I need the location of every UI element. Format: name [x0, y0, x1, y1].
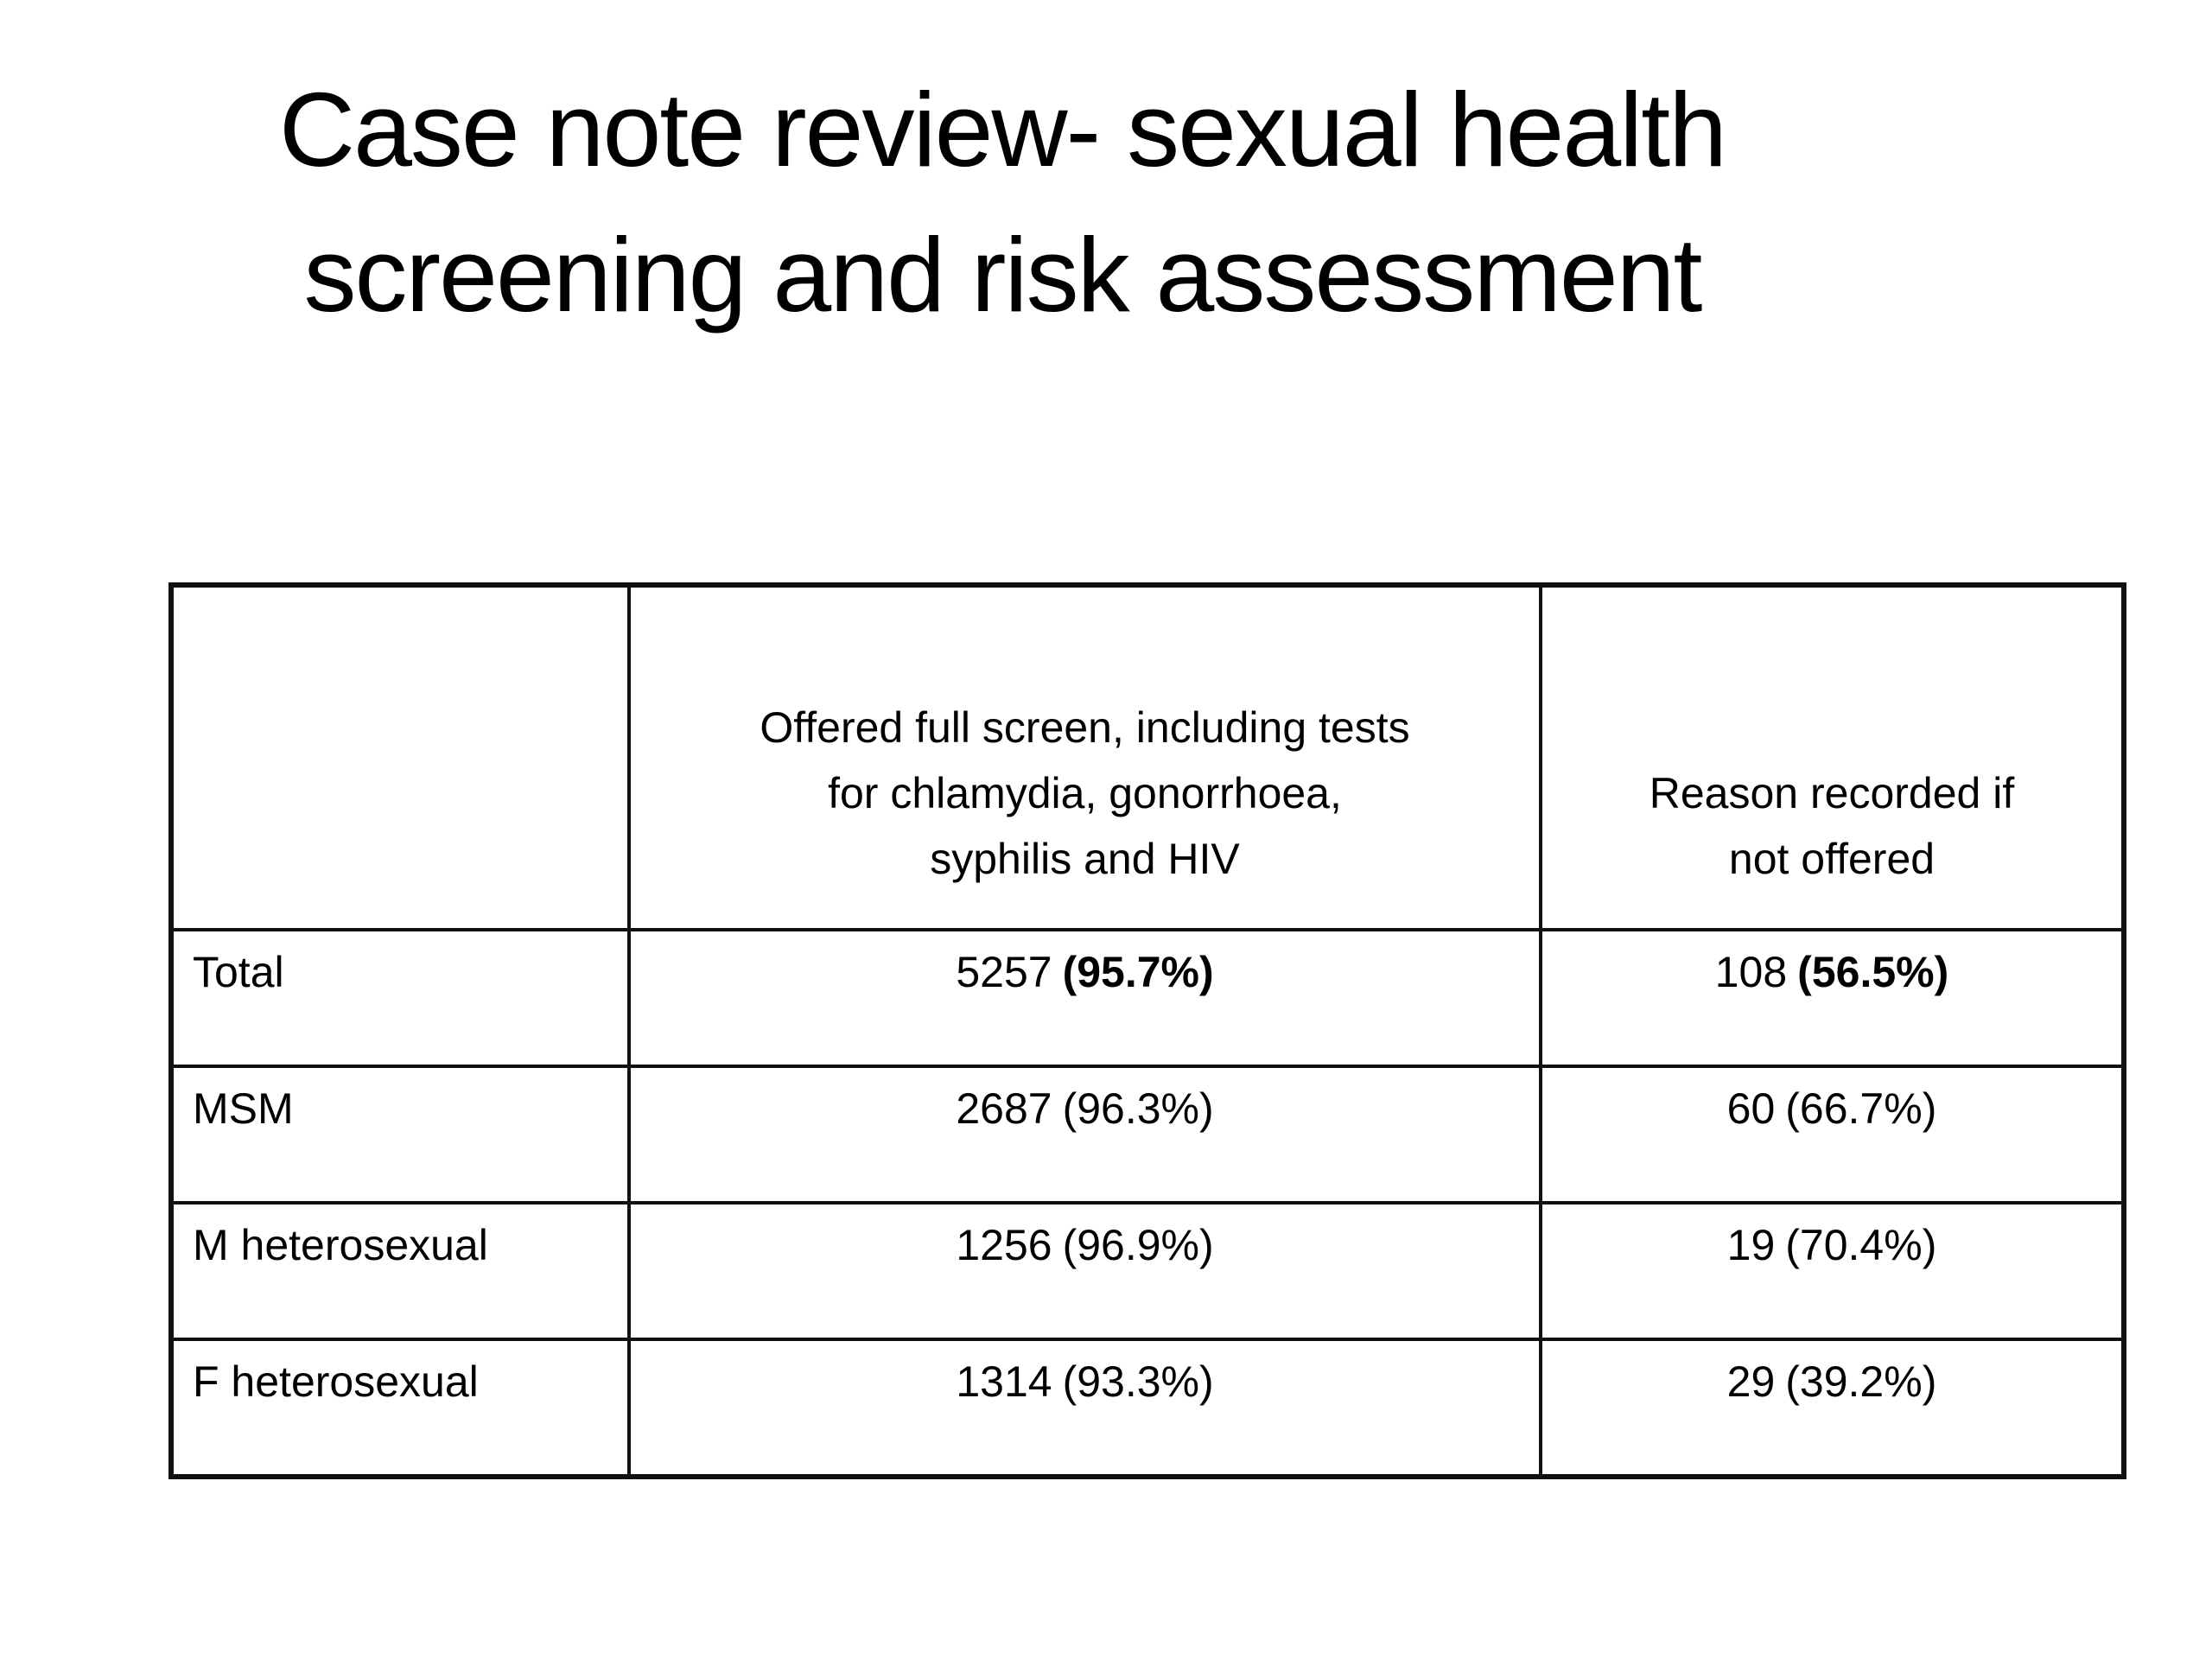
- reason-percentage: (39.2%): [1785, 1357, 1937, 1406]
- screening-table: Offered full screen, including tests for…: [168, 582, 2126, 1479]
- header-offered-line-2: for chlamydia, gonorrhoea,: [828, 769, 1342, 817]
- reason-percentage: (66.7%): [1785, 1084, 1937, 1133]
- offered-value-cell: 1256 (96.9%): [627, 1201, 1542, 1341]
- offered-value-cell: 2687 (96.3%): [627, 1065, 1542, 1205]
- table-row-f-heterosexual: F heterosexual 1314 (93.3%) 29 (39.2%): [169, 1338, 2126, 1478]
- offered-count: 5257: [956, 948, 1052, 996]
- table-header-row: Offered full screen, including tests for…: [169, 583, 2126, 931]
- reason-percentage: (56.5%): [1797, 948, 1949, 996]
- header-cell-empty: [169, 583, 631, 931]
- offered-count: 1314: [956, 1357, 1052, 1406]
- offered-percentage: (96.3%): [1062, 1084, 1214, 1133]
- offered-percentage: (93.3%): [1062, 1357, 1214, 1406]
- offered-percentage: (95.7%): [1062, 948, 1214, 996]
- reason-value-cell: 108 (56.5%): [1539, 928, 2126, 1068]
- reason-count: 29: [1726, 1357, 1776, 1406]
- header-reason-line-1: Reason recorded if: [1649, 769, 2015, 817]
- offered-percentage: (96.9%): [1062, 1221, 1214, 1269]
- reason-count: 60: [1726, 1084, 1776, 1133]
- row-label: Total: [169, 928, 631, 1068]
- reason-value-cell: 60 (66.7%): [1539, 1065, 2126, 1205]
- row-label: M heterosexual: [169, 1201, 631, 1341]
- table-row-total: Total 5257 (95.7%) 108 (56.5%): [169, 928, 2126, 1068]
- reason-count: 19: [1726, 1221, 1776, 1269]
- row-label: F heterosexual: [169, 1338, 631, 1478]
- offered-value-cell: 5257 (95.7%): [627, 928, 1542, 1068]
- header-offered-line-3: syphilis and HIV: [930, 835, 1240, 883]
- offered-count: 1256: [956, 1221, 1052, 1269]
- slide-title-line-1: Case note review- sexual health: [278, 71, 1727, 188]
- reason-value-cell: 29 (39.2%): [1539, 1338, 2126, 1478]
- row-label: MSM: [169, 1065, 631, 1205]
- table-row-msm: MSM 2687 (96.3%) 60 (66.7%): [169, 1065, 2126, 1205]
- header-cell-reason: Reason recorded if not offered: [1539, 583, 2126, 931]
- slide-title: Case note review- sexual health screenin…: [138, 57, 1866, 348]
- offered-value-cell: 1314 (93.3%): [627, 1338, 1542, 1478]
- reason-percentage: (70.4%): [1785, 1221, 1937, 1269]
- reason-count: 108: [1714, 948, 1788, 996]
- header-offered-line-1: Offered full screen, including tests: [760, 703, 1410, 752]
- offered-count: 2687: [956, 1084, 1052, 1133]
- slide-title-line-2: screening and risk assessment: [303, 216, 1703, 334]
- table-row-m-heterosexual: M heterosexual 1256 (96.9%) 19 (70.4%): [169, 1201, 2126, 1341]
- header-reason-line-2: not offered: [1728, 835, 1936, 883]
- header-cell-offered: Offered full screen, including tests for…: [627, 583, 1542, 931]
- reason-value-cell: 19 (70.4%): [1539, 1201, 2126, 1341]
